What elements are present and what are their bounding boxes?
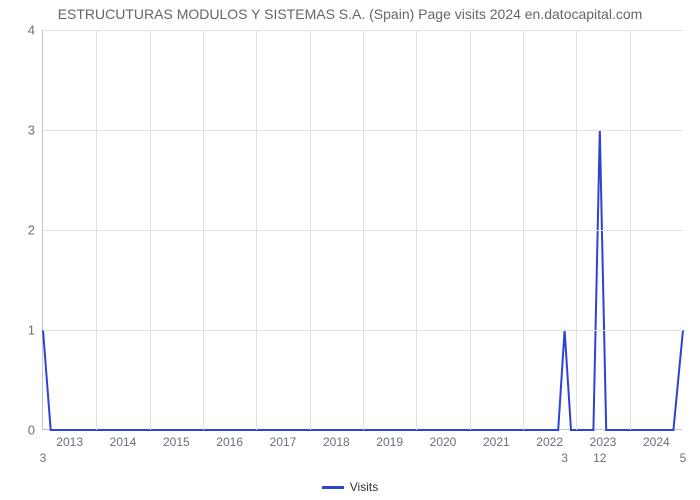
xtick-label: 2018 — [323, 435, 350, 449]
ytick-label: 3 — [28, 123, 35, 138]
vgridline — [310, 30, 311, 430]
vgridline — [523, 30, 524, 430]
vgridline — [363, 30, 364, 430]
chart-title: ESTRUCUTURAS MODULOS Y SISTEMAS S.A. (Sp… — [0, 6, 700, 22]
xtick-label: 2015 — [163, 435, 190, 449]
plot-area: 0123420132014201520162017201820192020202… — [42, 30, 682, 430]
ytick-label: 1 — [28, 323, 35, 338]
vgridline — [203, 30, 204, 430]
vgridline — [150, 30, 151, 430]
below-axis-label: 3 — [40, 451, 47, 465]
xtick-label: 2024 — [643, 435, 670, 449]
xtick-label: 2016 — [216, 435, 243, 449]
vgridline — [470, 30, 471, 430]
xtick-label: 2017 — [270, 435, 297, 449]
xtick-label: 2022 — [536, 435, 563, 449]
below-axis-label: 5 — [680, 451, 687, 465]
ytick-label: 4 — [28, 23, 35, 38]
vgridline — [576, 30, 577, 430]
xtick-label: 2014 — [110, 435, 137, 449]
vgridline — [96, 30, 97, 430]
ytick-label: 0 — [28, 423, 35, 438]
below-axis-label: 12 — [593, 451, 606, 465]
below-axis-label: 3 — [561, 451, 568, 465]
xtick-label: 2023 — [590, 435, 617, 449]
xtick-label: 2021 — [483, 435, 510, 449]
xtick-label: 2020 — [430, 435, 457, 449]
vgridline — [630, 30, 631, 430]
xtick-label: 2013 — [56, 435, 83, 449]
vgridline — [256, 30, 257, 430]
vgridline — [416, 30, 417, 430]
legend: Visits — [0, 480, 700, 494]
xtick-label: 2019 — [376, 435, 403, 449]
visits-chart: ESTRUCUTURAS MODULOS Y SISTEMAS S.A. (Sp… — [0, 0, 700, 500]
legend-label: Visits — [350, 480, 378, 494]
legend-swatch — [322, 486, 344, 489]
ytick-label: 2 — [28, 223, 35, 238]
